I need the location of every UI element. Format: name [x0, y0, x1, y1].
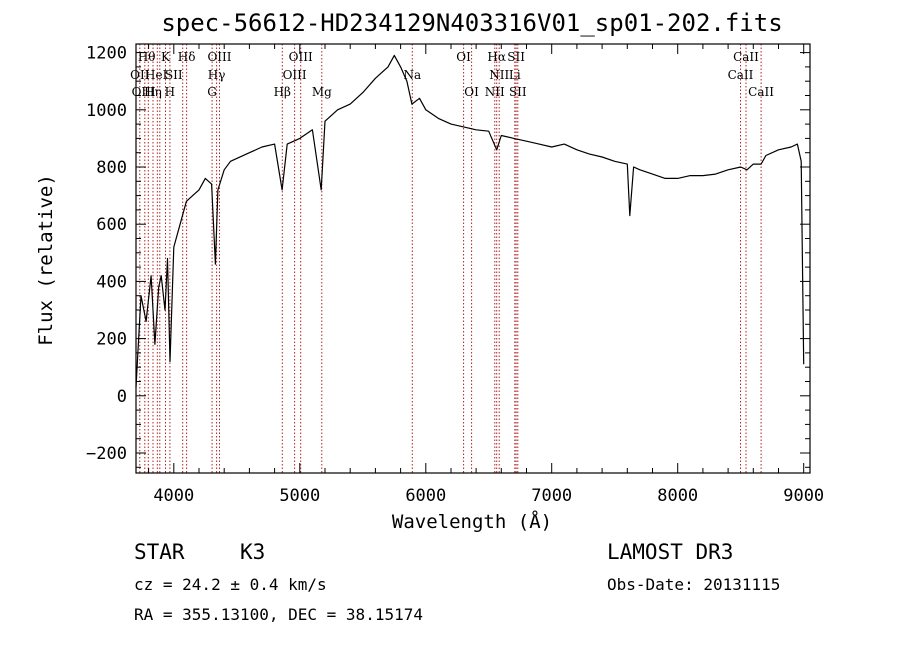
- y-tick-label: 1200: [86, 44, 127, 64]
- plot-frame: [135, 43, 811, 474]
- annotation-caii: CaII: [728, 68, 754, 82]
- y-tick-label: 400: [96, 272, 127, 292]
- y-tick-label: 600: [96, 215, 127, 235]
- x-tick-label: 4000: [153, 486, 194, 506]
- annotation-h: Hδ: [178, 50, 196, 64]
- x-axis-label: Wavelength (Å): [392, 510, 552, 533]
- coordinates: RA = 355.13100, DEC = 38.15174: [134, 605, 423, 624]
- y-tick-label: 800: [96, 158, 127, 178]
- annotation-h: Hα: [487, 50, 506, 64]
- obs-date: Obs-Date: 20131115: [607, 575, 781, 594]
- annotation-oiii: OIII: [132, 85, 156, 99]
- survey-label: LAMOST DR3: [607, 540, 734, 564]
- annotation-g: G: [207, 85, 217, 99]
- annotation-sii: SII: [507, 50, 525, 64]
- y-tick-label: 200: [96, 330, 127, 350]
- annotation-li: Li: [509, 68, 521, 82]
- redshift-cz: cz = 24.2 ± 0.4 km/s: [134, 575, 327, 594]
- y-axis: −200 0 200 400 600 800 1000 1200: [86, 44, 810, 468]
- x-tick-label: 8000: [657, 486, 698, 506]
- annotation-oi: OI: [464, 85, 479, 99]
- annotation-oiii: OIII: [207, 50, 231, 64]
- annotation-k: K: [161, 50, 171, 64]
- annotation-h: Hη: [144, 85, 162, 99]
- annotation-na: Na: [403, 68, 421, 82]
- annotation-caii: CaII: [748, 85, 774, 99]
- x-tick-label: 5000: [279, 486, 320, 506]
- y-tick-label: −200: [86, 444, 127, 464]
- annotation-sii: SII: [165, 68, 183, 82]
- annotation-hei: HeI: [145, 68, 168, 82]
- chart-title: spec-56612-HD234129N403316V01_sp01-202.f…: [161, 9, 782, 37]
- annotation-h: Hγ: [208, 68, 226, 82]
- y-axis-label: Flux (relative): [35, 174, 57, 346]
- line-markers: [139, 44, 762, 473]
- y-tick-label: 1000: [86, 101, 127, 121]
- annotation-h: Hθ: [138, 50, 156, 64]
- spectrum-series: [135, 54, 805, 388]
- annotation-oiii: OIII: [289, 50, 313, 64]
- annotation-nii: NII: [489, 68, 509, 82]
- object-class: STAR: [134, 540, 185, 564]
- x-tick-label: 9000: [783, 486, 824, 506]
- annotation-oii: OII: [130, 68, 150, 82]
- object-subclass: K3: [240, 540, 266, 564]
- annotation-mg: Mg: [312, 85, 332, 99]
- annotation-nii: NII: [485, 85, 505, 99]
- annotation-oiii: OIII: [283, 68, 307, 82]
- annotation-h: H: [165, 85, 175, 99]
- spectrum-line: [135, 54, 805, 388]
- annotation-oi: OI: [456, 50, 471, 64]
- annotation-caii: CaII: [733, 50, 759, 64]
- y-tick-label: 0: [117, 387, 127, 407]
- x-axis: 4000 5000 6000 7000 8000 9000: [148, 44, 824, 506]
- spectrum-chart: spec-56612-HD234129N403316V01_sp01-202.f…: [35, 9, 824, 533]
- x-tick-label: 7000: [531, 486, 572, 506]
- annotation-h: Hβ: [274, 85, 291, 99]
- x-tick-label: 6000: [405, 486, 446, 506]
- annotation-sii: SII: [509, 85, 527, 99]
